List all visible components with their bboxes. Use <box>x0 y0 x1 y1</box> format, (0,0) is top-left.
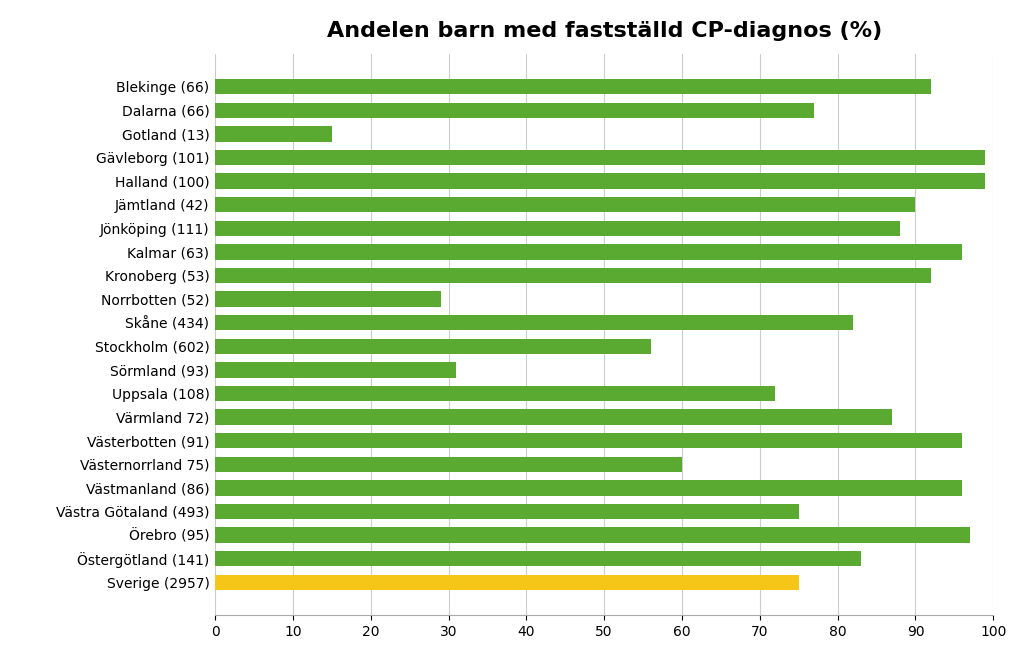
Bar <box>215 551 861 567</box>
Bar <box>215 79 931 94</box>
Bar <box>215 339 651 354</box>
Bar <box>215 409 892 425</box>
Bar <box>215 480 963 496</box>
Bar <box>215 126 332 142</box>
Bar <box>215 433 963 448</box>
Bar <box>215 244 963 260</box>
Bar <box>215 527 970 543</box>
Bar <box>215 221 900 236</box>
Bar <box>215 173 985 189</box>
Bar <box>215 150 985 165</box>
Title: Andelen barn med fastställd CP-diagnos (%): Andelen barn med fastställd CP-diagnos (… <box>327 21 882 41</box>
Bar <box>215 362 457 377</box>
Bar <box>215 197 915 212</box>
Bar <box>215 102 814 118</box>
Bar <box>215 292 440 307</box>
Bar <box>215 268 931 283</box>
Bar <box>215 315 853 330</box>
Bar <box>215 504 799 519</box>
Bar <box>215 575 799 590</box>
Bar <box>215 457 682 472</box>
Bar <box>215 386 775 401</box>
